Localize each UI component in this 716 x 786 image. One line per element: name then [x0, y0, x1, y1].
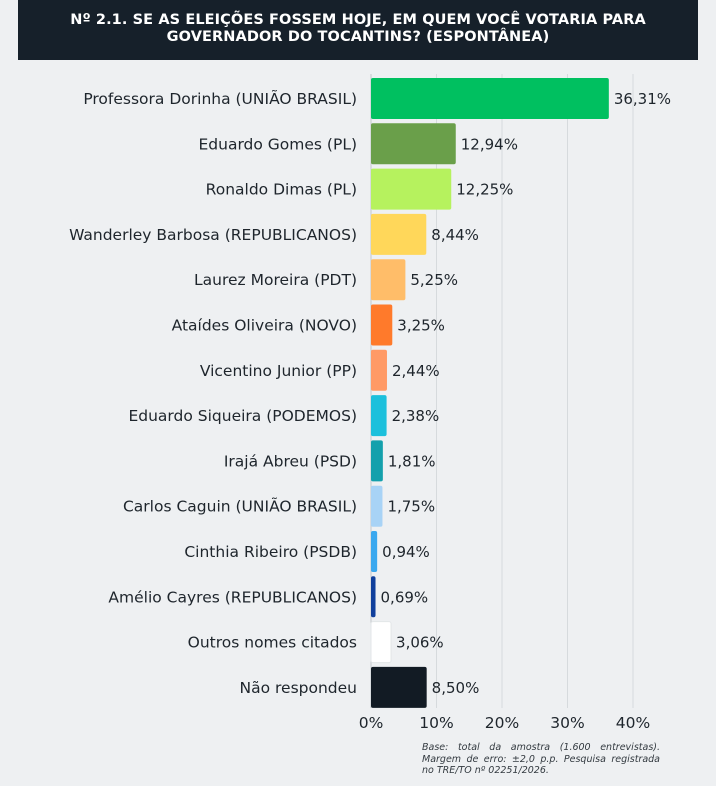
- x-tick-label: 0%: [359, 714, 384, 732]
- bar: [371, 123, 456, 165]
- category-label: Eduardo Siqueira (PODEMOS): [128, 407, 357, 425]
- bar: [371, 168, 452, 210]
- bar: [371, 531, 378, 572]
- methodology-note: Base: total da amostra (1.600 entrevista…: [422, 742, 660, 776]
- value-label: 1,75%: [387, 498, 435, 516]
- value-label: 12,94%: [461, 135, 518, 153]
- chart-title: Nº 2.1. SE AS ELEIÇÕES FOSSEM HOJE, EM Q…: [70, 12, 646, 45]
- category-label: Amélio Cayres (REPUBLICANOS): [108, 588, 357, 606]
- bar: [370, 621, 392, 664]
- category-label: Irajá Abreu (PSD): [224, 452, 357, 470]
- category-label: Não respondeu: [240, 679, 358, 697]
- value-label: 0,94%: [382, 543, 430, 561]
- value-label: 3,06%: [396, 634, 444, 652]
- value-label: 2,38%: [392, 407, 440, 425]
- value-label: 2,44%: [392, 362, 440, 380]
- value-label: 8,44%: [431, 226, 479, 244]
- bar: [371, 395, 387, 437]
- category-label: Eduardo Gomes (PL): [198, 135, 357, 153]
- bar: [371, 259, 406, 301]
- bar: [371, 349, 387, 391]
- value-label: 36,31%: [614, 90, 671, 108]
- category-label: Ataídes Oliveira (NOVO): [172, 317, 357, 335]
- category-label: Laurez Moreira (PDT): [194, 271, 357, 289]
- bar: [371, 485, 383, 527]
- category-label: Wanderley Barbosa (REPUBLICANOS): [69, 226, 357, 244]
- bar: [371, 666, 427, 708]
- bar: [371, 213, 427, 255]
- value-label: 1,81%: [388, 452, 436, 470]
- category-label: Vicentino Junior (PP): [200, 362, 357, 380]
- value-label: 8,50%: [432, 679, 480, 697]
- bar: [371, 440, 383, 482]
- value-label: 5,25%: [410, 271, 458, 289]
- category-label: Cinthia Ribeiro (PSDB): [184, 543, 357, 561]
- category-label: Professora Dorinha (UNIÃO BRASIL): [83, 89, 357, 108]
- bar: [371, 576, 376, 618]
- value-label: 3,25%: [397, 317, 445, 335]
- category-label: Carlos Caguin (UNIÃO BRASIL): [123, 497, 357, 516]
- x-tick-label: 10%: [419, 714, 453, 732]
- value-label: 12,25%: [456, 181, 513, 199]
- chart-title-bar: Nº 2.1. SE AS ELEIÇÕES FOSSEM HOJE, EM Q…: [18, 0, 698, 60]
- x-tick-label: 40%: [616, 714, 650, 732]
- x-tick-label: 30%: [550, 714, 584, 732]
- category-label: Ronaldo Dimas (PL): [206, 181, 357, 199]
- bar: [371, 78, 609, 119]
- bar: [371, 304, 393, 346]
- value-label: 0,69%: [381, 588, 429, 606]
- x-tick-label: 20%: [485, 714, 519, 732]
- category-label: Outros nomes citados: [188, 634, 357, 652]
